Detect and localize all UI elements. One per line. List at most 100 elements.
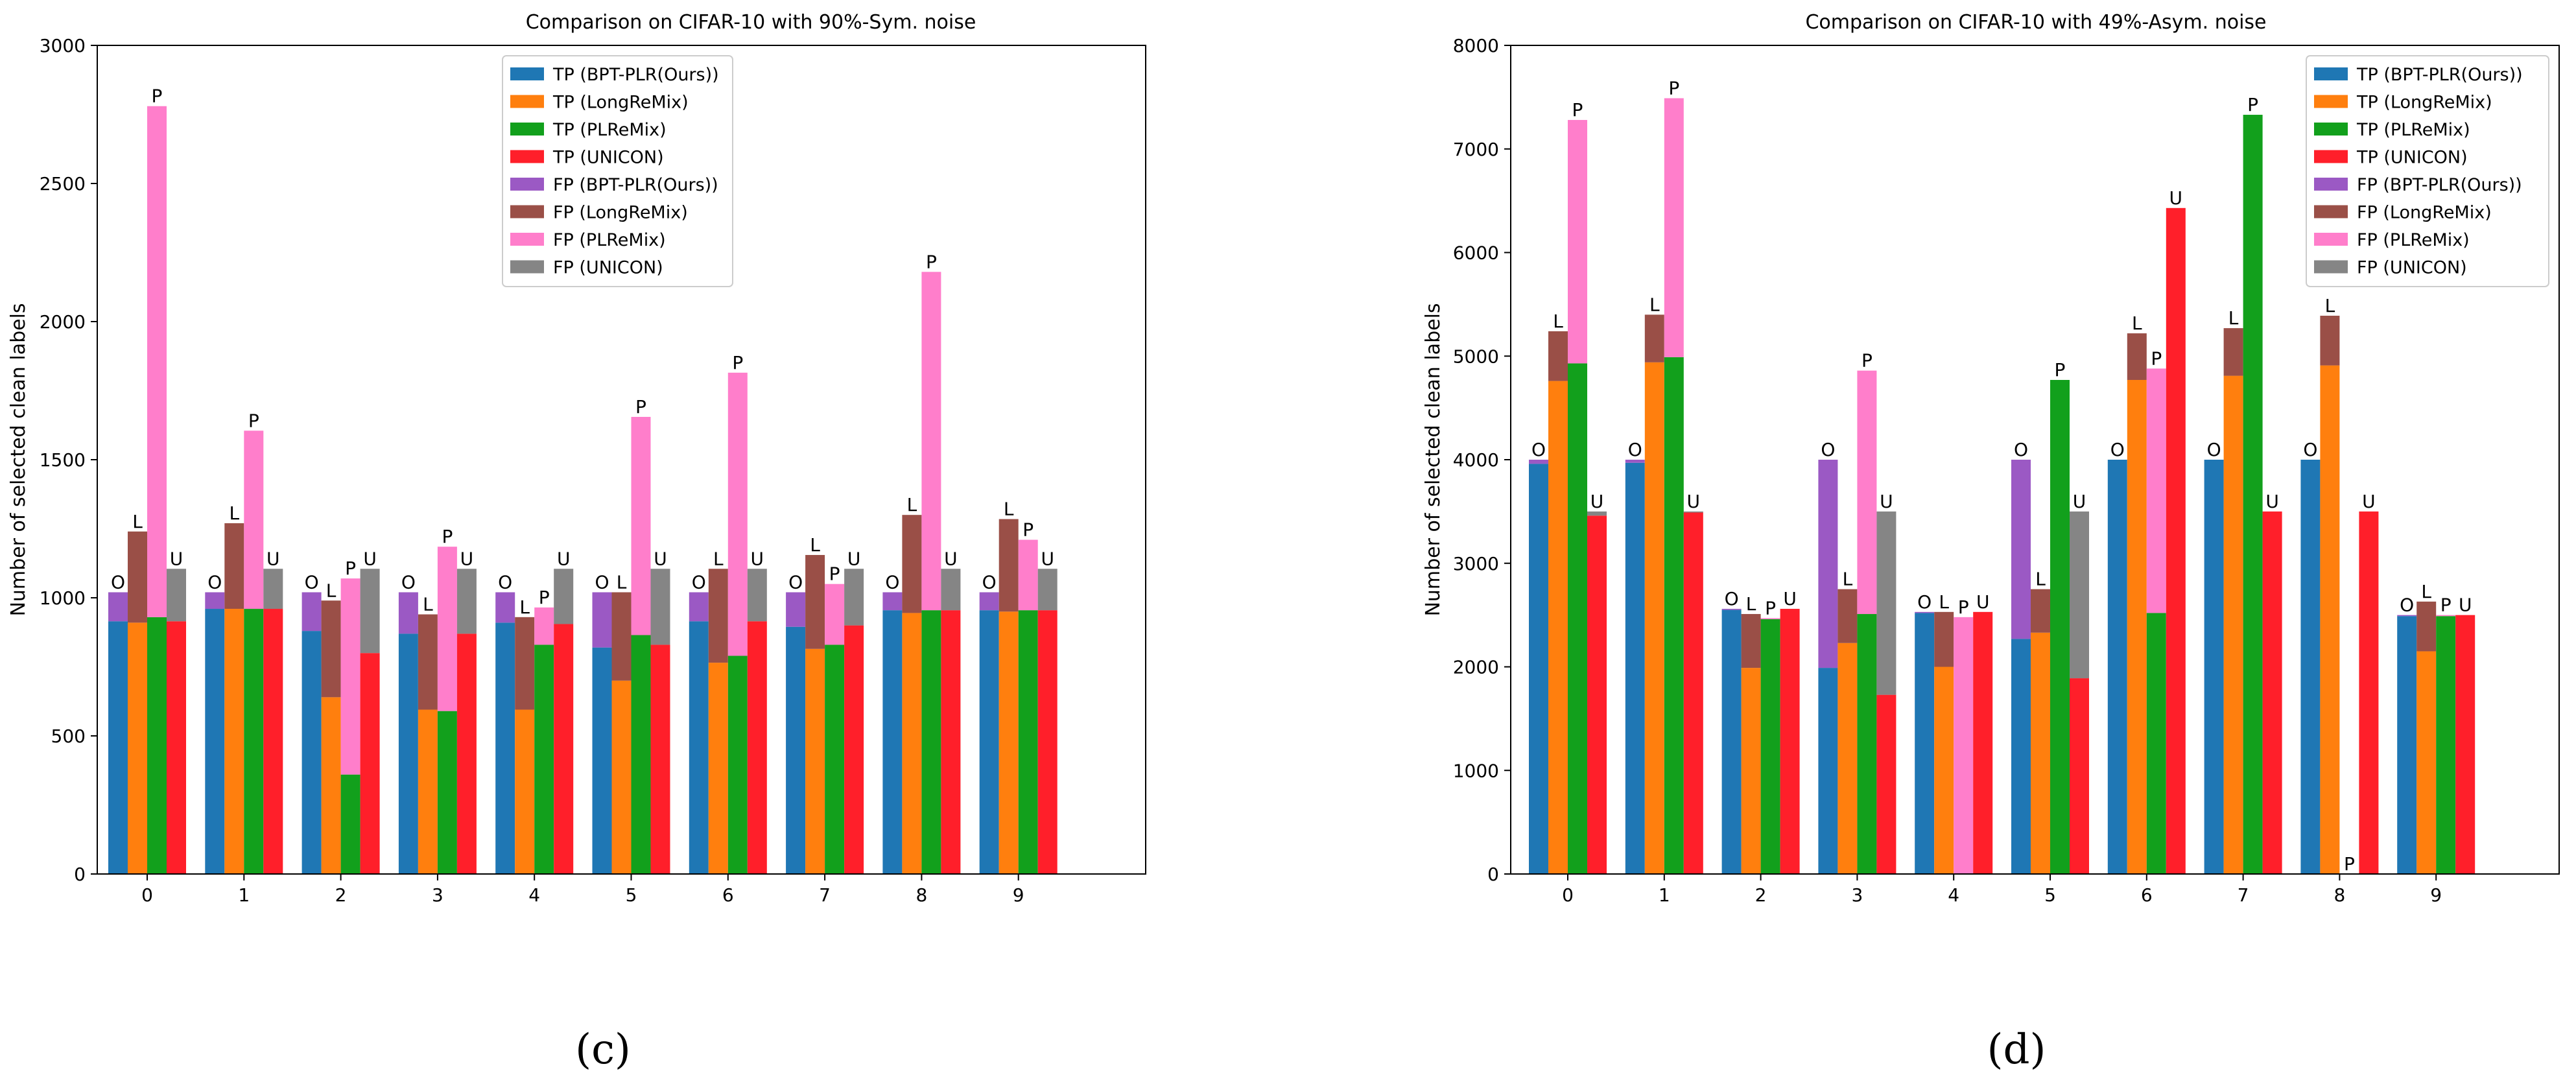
x-tick-label: 7 [819, 884, 831, 906]
legend-swatch [510, 150, 544, 163]
bar-letter-ours-class-1: O [207, 571, 222, 593]
y-tick-label: 500 [51, 726, 86, 747]
bar-letter-longremix-class-8: L [2325, 295, 2335, 316]
bar-letter-ours-class-7: O [788, 571, 803, 593]
bar-letter-longremix-class-9: L [1004, 499, 1014, 520]
bar-fp-ours-class-1 [205, 592, 225, 609]
x-tick-label: 8 [2334, 884, 2345, 906]
bar-fp-unicon-class-7 [844, 569, 864, 626]
bar-letter-ours-class-4: O [1917, 591, 1932, 613]
bar-letter-unicon-class-5: U [654, 548, 667, 569]
bar-tp-unicon-class-4 [554, 624, 574, 874]
bar-tp-ours-class-1 [205, 609, 225, 874]
bar-fp-unicon-class-8 [941, 569, 961, 611]
panel-d-chart: Comparison on CIFAR-10 with 49%-Asym. no… [1422, 11, 2560, 1074]
bar-tp-plremix-class-3 [1857, 614, 1877, 874]
bar-letter-unicon-class-3: U [1880, 491, 1893, 512]
x-tick-label: 5 [626, 884, 637, 906]
bar-letter-longremix-class-7: L [810, 534, 820, 556]
bar-fp-longremix-class-0 [128, 531, 147, 623]
bar-fp-longremix-class-0 [1548, 331, 1568, 381]
bars-d [1529, 98, 2476, 875]
bar-tp-plremix-class-2 [1760, 619, 1780, 874]
bar-letter-ours-class-5: O [595, 571, 609, 593]
bar-tp-longremix-class-6 [708, 663, 728, 874]
bar-letter-ours-class-3: O [1821, 439, 1835, 460]
bar-fp-plremix-class-3 [437, 547, 457, 711]
bar-letter-unicon-class-8: U [944, 548, 958, 569]
bar-letter-ours-class-6: O [692, 571, 706, 593]
bar-fp-plremix-class-1 [244, 431, 264, 609]
bar-tp-longremix-class-5 [611, 680, 632, 874]
bar-letter-plremix-class-7: P [2247, 94, 2258, 115]
x-tick-label: 2 [1755, 884, 1767, 906]
bar-tp-plremix-class-0 [1568, 363, 1587, 874]
bar-fp-plremix-class-2 [1760, 618, 1780, 620]
bar-letter-unicon-class-9: U [1041, 548, 1054, 569]
bar-fp-ours-class-9 [2397, 615, 2417, 617]
bar-letter-ours-class-8: O [885, 571, 899, 593]
bar-fp-longremix-class-8 [902, 515, 922, 613]
bar-fp-plremix-class-9 [2436, 615, 2456, 617]
panel-c-chart: Comparison on CIFAR-10 with 90%-Sym. noi… [7, 11, 1146, 1074]
bar-letter-plremix-class-7: P [829, 563, 840, 585]
bar-letter-longremix-class-0: L [132, 511, 143, 532]
bar-letter-plremix-class-3: P [1861, 350, 1873, 372]
y-tick-label: 3000 [40, 35, 86, 56]
legend-swatch [510, 178, 544, 191]
bar-tp-ours-class-2 [1721, 609, 1742, 874]
bar-fp-unicon-class-5 [650, 569, 670, 645]
bar-fp-unicon-class-1 [263, 569, 283, 609]
bar-tp-longremix-class-7 [805, 648, 825, 874]
bar-letter-longremix-class-8: L [907, 494, 917, 515]
y-tick-label: 2000 [1453, 657, 1499, 678]
bar-letter-ours-class-4: O [498, 571, 512, 593]
bar-tp-ours-class-7 [2204, 460, 2224, 874]
bar-tp-ours-class-1 [1625, 462, 1645, 874]
bar-letter-longremix-class-1: L [1649, 294, 1660, 315]
x-tick-label: 1 [238, 884, 250, 906]
legend-entry: FP (UNICON) [2357, 258, 2467, 278]
bar-letter-ours-class-1: O [1628, 439, 1642, 460]
bar-fp-plremix-class-7 [825, 584, 845, 645]
bar-tp-plremix-class-0 [147, 617, 167, 874]
bar-fp-unicon-class-0 [167, 569, 186, 622]
bar-fp-longremix-class-8 [2320, 315, 2340, 366]
bar-letter-longremix-class-4: L [519, 596, 530, 618]
bar-letter-ours-class-8: O [2303, 439, 2317, 460]
bar-letter-unicon-class-1: U [266, 548, 280, 569]
bar-tp-plremix-class-6 [2146, 613, 2166, 874]
bar-tp-unicon-class-6 [747, 621, 767, 874]
legend-swatch [510, 233, 544, 246]
bar-tp-unicon-class-8 [2359, 511, 2379, 874]
bar-fp-ours-class-2 [1721, 609, 1742, 610]
bar-letter-unicon-class-1: U [1687, 491, 1701, 512]
bar-tp-unicon-class-2 [1780, 609, 1800, 874]
bar-letter-longremix-class-5: L [2035, 569, 2046, 590]
legend-swatch [2314, 260, 2348, 274]
bar-tp-unicon-class-9 [1037, 610, 1058, 874]
bar-letter-unicon-class-2: U [363, 548, 377, 569]
y-tick-label: 1500 [40, 449, 86, 471]
legend-swatch [2314, 205, 2348, 218]
y-ticks-c: 0 500 1000 1500 2000 2500 3000 [40, 35, 97, 885]
y-tick-label: 4000 [1453, 449, 1499, 471]
bar-letter-unicon-class-6: U [2169, 187, 2183, 209]
x-tick-label: 0 [1562, 884, 1574, 906]
bar-tp-unicon-class-5 [650, 644, 670, 874]
bar-fp-unicon-class-5 [2070, 511, 2089, 679]
bar-letter-ours-class-6: O [2110, 439, 2125, 460]
bar-tp-ours-class-8 [882, 610, 903, 874]
bar-tp-unicon-class-7 [2262, 511, 2282, 874]
bar-letter-plremix-class-0: P [152, 86, 163, 107]
x-ticks-d: 0 1 2 3 4 5 6 7 8 9 [1562, 874, 2442, 906]
bar-tp-plremix-class-3 [437, 711, 457, 874]
bar-tp-longremix-class-5 [2031, 632, 2050, 874]
bar-fp-longremix-class-2 [1741, 614, 1761, 668]
bar-tp-unicon-class-7 [844, 625, 864, 874]
bar-fp-ours-class-0 [108, 592, 128, 622]
bar-letter-plremix-class-8: P [2344, 853, 2355, 875]
bar-letter-plremix-class-6: P [732, 352, 743, 373]
bar-fp-ours-class-1 [1625, 460, 1645, 463]
